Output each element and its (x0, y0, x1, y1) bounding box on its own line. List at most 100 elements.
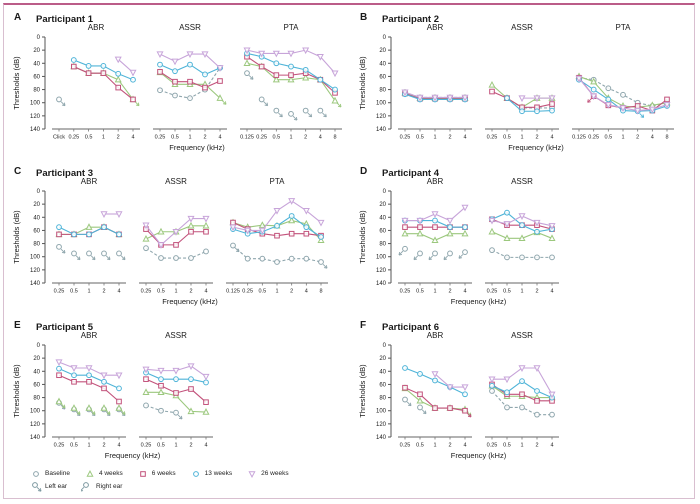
svg-text:20: 20 (379, 48, 386, 54)
panel-C: C Participant 3 0 20 40 60 80 100 120 140 Threshol… (10, 161, 354, 313)
svg-text:Frequency (kHz): Frequency (kHz) (162, 297, 218, 306)
svg-text:4: 4 (117, 289, 120, 295)
svg-text:Participant 1: Participant 1 (36, 14, 94, 25)
svg-text:2: 2 (535, 443, 538, 449)
svg-text:8: 8 (665, 135, 668, 141)
svg-text:4: 4 (550, 135, 553, 141)
svg-text:ABR: ABR (81, 331, 98, 340)
baseline-symbol-icon (33, 470, 39, 477)
svg-text:60: 60 (379, 74, 386, 80)
panel-D-chart: D Participant 4 0 20 40 60 80 100 120 140 Threshol… (358, 166, 559, 306)
svg-text:Participant 4: Participant 4 (382, 168, 440, 179)
svg-text:ASSR: ASSR (511, 331, 533, 340)
svg-text:100: 100 (30, 409, 41, 415)
svg-text:20: 20 (379, 356, 386, 362)
26-weeks-symbol-icon (248, 470, 256, 478)
svg-text:1: 1 (433, 443, 436, 449)
svg-text:0.25: 0.25 (141, 289, 152, 295)
svg-text:2: 2 (102, 443, 105, 449)
panel-B: B Participant 2 0 20 40 60 80 100 120 140 Threshol… (356, 7, 700, 159)
legend-label: Baseline (45, 470, 70, 477)
panel-A-chart: A Participant 1 0 20 40 60 80 100 120 140 Threshol… (12, 12, 342, 152)
svg-text:Participant 3: Participant 3 (36, 168, 93, 179)
svg-text:0.25: 0.25 (256, 135, 267, 141)
legend-label: 4 weeks (98, 470, 123, 477)
svg-text:4: 4 (204, 443, 207, 449)
svg-text:40: 40 (379, 369, 386, 375)
svg-text:4: 4 (550, 289, 553, 295)
svg-text:1: 1 (433, 135, 436, 141)
svg-text:2: 2 (535, 135, 538, 141)
svg-text:80: 80 (379, 396, 386, 402)
svg-text:Participant 5: Participant 5 (36, 322, 94, 333)
svg-text:C: C (14, 166, 21, 177)
panel-C-chart: C Participant 3 0 20 40 60 80 100 120 140 Threshol… (12, 166, 328, 306)
svg-text:0.125: 0.125 (226, 289, 240, 295)
svg-text:0.5: 0.5 (85, 135, 93, 141)
legend-label: 26 weeks (261, 470, 289, 477)
legend-label: 13 weeks (204, 470, 233, 477)
panel-E: E Participant 5 0 20 40 60 80 100 120 140 Threshol… (10, 315, 354, 467)
13-weeks-symbol-icon (192, 470, 199, 477)
legend-item-baseline: Baseline (30, 468, 70, 480)
svg-text:1: 1 (174, 443, 177, 449)
legend-item-right-ear: Right ear (81, 481, 122, 493)
svg-text:120: 120 (376, 422, 387, 428)
svg-text:Participant 2: Participant 2 (382, 14, 439, 25)
svg-text:0.5: 0.5 (503, 135, 511, 141)
svg-text:Thresholds (dB): Thresholds (dB) (358, 56, 367, 110)
4-weeks-symbol-icon (86, 469, 94, 477)
svg-text:1: 1 (621, 135, 624, 141)
svg-text:60: 60 (33, 382, 40, 388)
svg-text:PTA: PTA (284, 23, 300, 32)
svg-text:4: 4 (131, 135, 134, 141)
svg-text:1: 1 (188, 135, 191, 141)
svg-text:140: 140 (30, 281, 41, 287)
svg-text:2: 2 (290, 289, 293, 295)
svg-text:2: 2 (304, 135, 307, 141)
svg-text:0.25: 0.25 (242, 289, 253, 295)
svg-text:60: 60 (33, 74, 40, 80)
svg-text:2: 2 (117, 135, 120, 141)
svg-text:0.5: 0.5 (605, 135, 613, 141)
svg-text:4: 4 (319, 135, 322, 141)
svg-text:D: D (360, 166, 367, 177)
svg-text:140: 140 (376, 435, 387, 441)
svg-text:0.25: 0.25 (400, 443, 411, 449)
svg-text:0.125: 0.125 (240, 135, 254, 141)
svg-text:4: 4 (550, 443, 553, 449)
svg-text:1: 1 (520, 135, 523, 141)
svg-text:140: 140 (376, 127, 387, 133)
6-weeks-symbol-icon (139, 470, 146, 477)
legend-item-26-weeks: 26 weeks (246, 468, 289, 480)
legend-item-13-weeks: 13 weeks (190, 468, 232, 480)
svg-text:140: 140 (376, 281, 387, 287)
svg-text:2: 2 (189, 443, 192, 449)
svg-text:100: 100 (30, 255, 41, 261)
svg-text:Thresholds (dB): Thresholds (dB) (358, 210, 367, 264)
svg-text:120: 120 (30, 422, 41, 428)
svg-text:ABR: ABR (427, 331, 444, 340)
svg-text:80: 80 (33, 242, 40, 248)
svg-text:0.25: 0.25 (487, 443, 498, 449)
svg-text:Thresholds (dB): Thresholds (dB) (12, 364, 21, 418)
panel-F: F Participant 6 0 20 40 60 80 100 120 140 Threshol… (356, 315, 700, 467)
svg-text:100: 100 (376, 409, 387, 415)
svg-text:4: 4 (651, 135, 654, 141)
panel-F-chart: F Participant 6 0 20 40 60 80 100 120 140 Threshol… (358, 320, 559, 460)
svg-text:0.25: 0.25 (141, 443, 152, 449)
right-ear-icon (81, 481, 89, 491)
svg-text:Frequency (kHz): Frequency (kHz) (169, 143, 225, 152)
svg-text:1: 1 (275, 289, 278, 295)
svg-text:Frequency (kHz): Frequency (kHz) (508, 143, 564, 152)
svg-text:2: 2 (448, 443, 451, 449)
svg-text:1: 1 (87, 289, 90, 295)
svg-text:1: 1 (87, 443, 90, 449)
svg-text:0: 0 (383, 343, 387, 349)
svg-text:8: 8 (333, 135, 336, 141)
svg-text:1: 1 (520, 443, 523, 449)
svg-text:ABR: ABR (427, 177, 444, 186)
svg-text:120: 120 (30, 268, 41, 274)
figure-frame: A Participant 1 0 20 40 60 80 100 120 140 Threshol… (3, 3, 695, 499)
svg-text:60: 60 (379, 228, 386, 234)
